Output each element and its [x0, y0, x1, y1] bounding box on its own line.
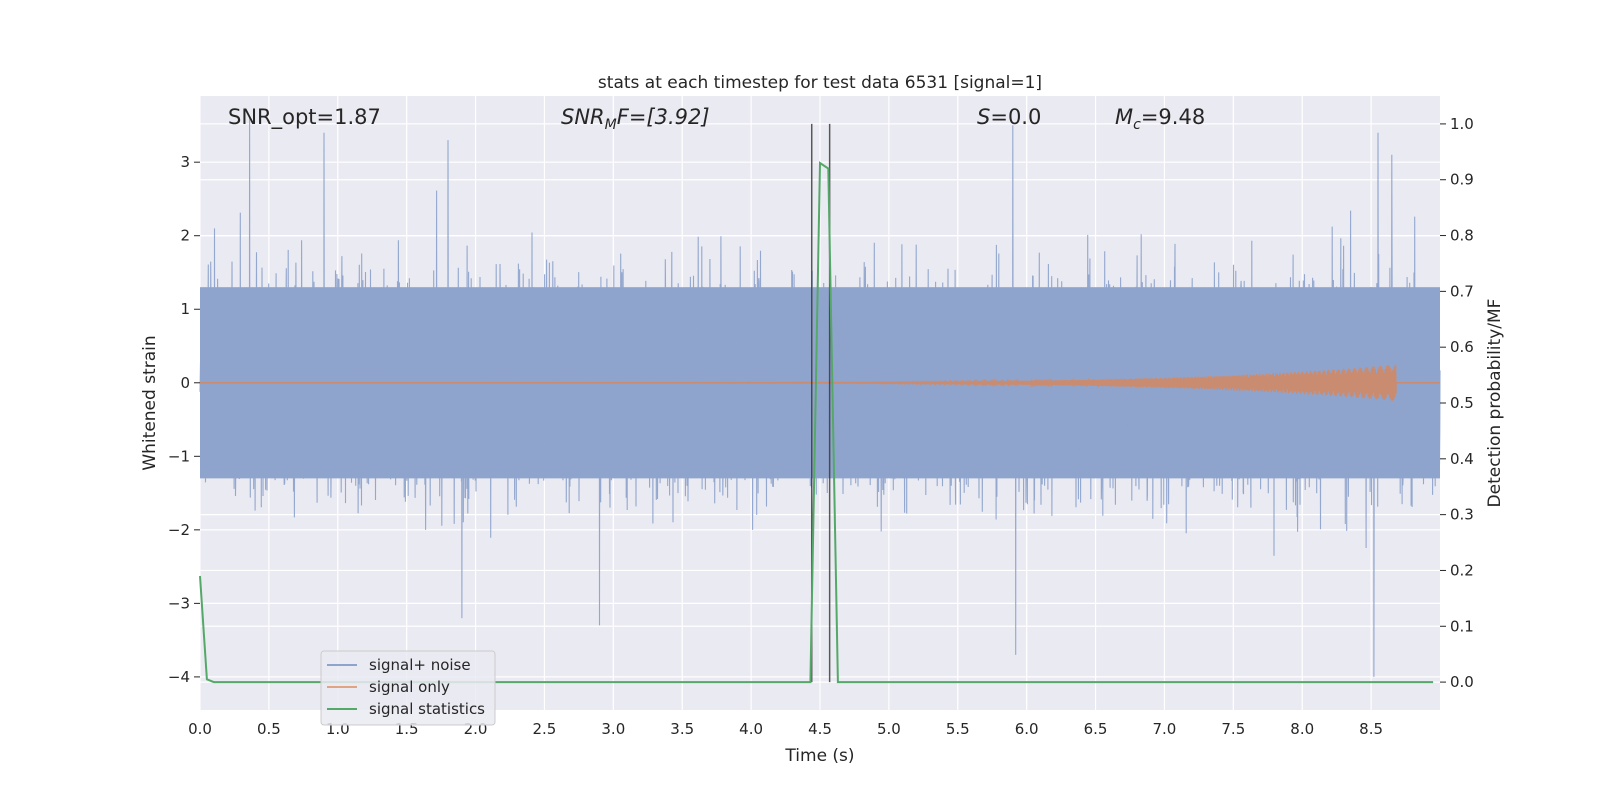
x-tick-label: 8.0 [1290, 720, 1314, 738]
x-tick-label: 7.5 [1221, 720, 1245, 738]
annotation-mc-rest: =9.48 [1141, 105, 1205, 129]
y-axis-left-ticks: −4 −3 −2 −1 0 1 2 3 [168, 153, 200, 686]
x-tick-label: 6.0 [1015, 720, 1039, 738]
annotation-snr-mf-base: SNR [561, 105, 605, 129]
y-left-tick-label: 2 [180, 227, 190, 245]
y-right-tick-label: 0.0 [1450, 673, 1474, 691]
x-tick-label: 4.0 [739, 720, 763, 738]
x-tick-label: 5.0 [877, 720, 901, 738]
x-tick-label: 0.5 [257, 720, 281, 738]
y-right-tick-label: 0.8 [1450, 227, 1474, 245]
legend: signal+ noise signal only signal statist… [320, 650, 496, 726]
x-tick-label: 0.0 [188, 720, 212, 738]
series-signal-only [200, 364, 1440, 401]
x-tick-label: 3.0 [601, 720, 625, 738]
y-right-tick-label: 1.0 [1450, 115, 1474, 133]
series-signal-statistics [199, 161, 1434, 684]
legend-label-signal-only: signal only [369, 678, 450, 696]
y-right-tick-label: 0.9 [1450, 171, 1474, 189]
annotation-mc: Mc=9.48 [1115, 105, 1205, 133]
x-tick-label: 8.5 [1359, 720, 1383, 738]
signal-statistics-trace [199, 161, 1434, 684]
legend-label-signal-statistics: signal statistics [369, 700, 485, 718]
y-left-tick-label: −1 [168, 447, 190, 465]
y-left-tick-label: 0 [180, 374, 190, 392]
y-right-tick-label: 0.2 [1450, 561, 1474, 579]
annotation-mc-sub: c [1133, 117, 1141, 133]
y-right-tick-label: 0.1 [1450, 617, 1474, 635]
y-right-tick-label: 0.4 [1450, 450, 1474, 468]
x-axis-label: Time (s) [784, 746, 854, 766]
noise-trace [199, 118, 1441, 677]
y-axis-left-label: Whitened strain [140, 335, 160, 470]
annotation-s-rest: =0.0 [990, 105, 1041, 129]
chart-title: stats at each timestep for test data 653… [598, 73, 1042, 93]
annotation-s-base: S [977, 105, 990, 129]
y-right-tick-label: 0.5 [1450, 394, 1474, 412]
annotation-snr-opt: SNR_opt=1.87 [228, 105, 381, 130]
x-tick-label: 7.0 [1153, 720, 1177, 738]
y-right-tick-label: 0.7 [1450, 282, 1474, 300]
annotation-snr-mf: SNRMF=[3.92] [561, 105, 710, 133]
y-left-tick-label: −3 [168, 594, 190, 612]
x-tick-label: 6.5 [1084, 720, 1108, 738]
annotation-mc-base: M [1115, 105, 1133, 129]
y-left-tick-label: 3 [180, 153, 190, 171]
y-left-tick-label: −2 [168, 521, 190, 539]
annotation-snr-mf-sub: M [605, 117, 617, 133]
x-tick-label: 5.5 [946, 720, 970, 738]
x-tick-label: 2.5 [533, 720, 557, 738]
y-axis-right-label: Detection probability/MF [1485, 299, 1505, 508]
legend-box [320, 650, 496, 726]
signal-only-trace [200, 364, 1440, 401]
legend-label-signal-noise: signal+ noise [369, 656, 471, 674]
annotation-snr-mf-rest: F=[3.92] [617, 105, 710, 129]
x-tick-label: 4.5 [808, 720, 832, 738]
y-right-tick-label: 0.3 [1450, 506, 1474, 524]
y-axis-right-ticks: 0.0 0.1 0.2 0.3 0.4 0.5 0.6 0.7 0.8 0.9 1.0 [1440, 115, 1474, 691]
x-tick-label: 3.5 [670, 720, 694, 738]
y-left-tick-label: 1 [180, 300, 190, 318]
y-right-tick-label: 0.6 [1450, 338, 1474, 356]
annotation-s: S=0.0 [977, 105, 1041, 129]
y-left-tick-label: −4 [168, 668, 190, 686]
